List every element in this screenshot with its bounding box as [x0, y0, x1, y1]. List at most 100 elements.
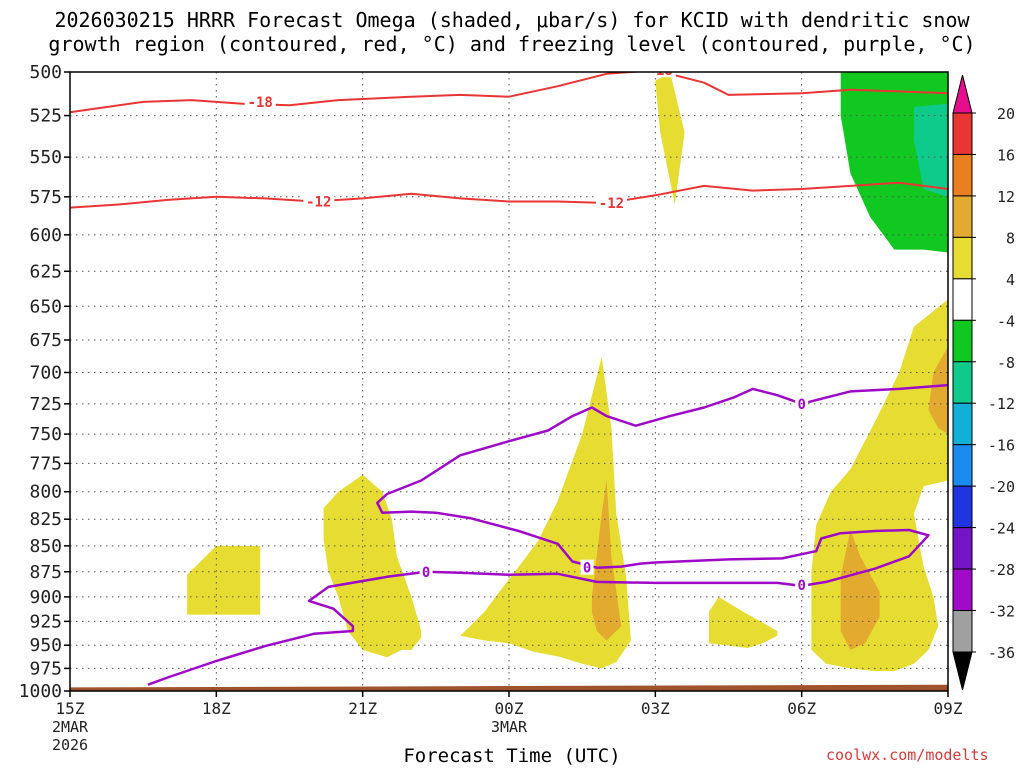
contour-label-bg: [419, 563, 433, 579]
y-tick-label: 500: [29, 62, 62, 83]
colorbar-swatch: [952, 195, 973, 238]
y-tick-label: 700: [29, 362, 62, 383]
colorbar-label: 8: [1006, 229, 1015, 247]
colorbar-label: -4: [997, 312, 1015, 330]
x-tick-label: 15Z: [56, 699, 85, 718]
colorbar-label: -20: [988, 478, 1015, 496]
omega-region: [591, 480, 622, 641]
x-tick-label: 03Z: [641, 699, 670, 718]
contour-label: -12: [599, 196, 624, 212]
freezing-level-contour: [147, 383, 948, 686]
contour-label: -18: [648, 63, 673, 79]
colorbar-swatch: [952, 485, 973, 529]
omega-shading-layer: [187, 72, 948, 672]
y-tick-label: 875: [29, 562, 62, 583]
y-tick-label: 900: [29, 587, 62, 608]
contour-label-bg: [303, 193, 335, 209]
colorbar: 20 16 12 8 4 -4 -8 -12 -16 -20 -24 -28 -32 -36: [952, 74, 1015, 691]
colorbar-swatch: [952, 568, 973, 612]
omega-region: [655, 72, 685, 205]
colorbar-label: 16: [997, 146, 1015, 164]
colorbar-label: 20: [997, 105, 1015, 123]
colorbar-swatch: [952, 361, 973, 404]
omega-region: [928, 346, 948, 435]
colorbar-label: -12: [988, 395, 1015, 413]
colorbar-label: -32: [988, 603, 1015, 621]
contour-label: 0: [797, 578, 805, 594]
contour-layer: -18 -18 -12 -12 0 0 0 0: [70, 63, 948, 686]
colorbar-swatch: [952, 112, 973, 155]
ground-layer: [70, 684, 948, 691]
dgz-contour: [70, 72, 948, 114]
y-tick-label: 525: [29, 106, 62, 127]
chart-title-line-2: growth region (contoured, red, °C) and f…: [48, 32, 976, 56]
colorbar-swatch: [952, 444, 973, 487]
y-tick-label: 950: [29, 635, 62, 656]
y-tick-label: 550: [29, 147, 62, 168]
ground-fill: [70, 684, 948, 691]
colorbar-label: -36: [988, 644, 1015, 662]
y-tick-label: 850: [29, 536, 62, 557]
colorbar-swatch: [952, 278, 973, 321]
x-tick-label: 09Z: [934, 699, 963, 718]
contour-label-bg: [795, 576, 809, 592]
y-tick-label: 575: [29, 187, 62, 208]
y-tick-label: 800: [29, 482, 62, 503]
omega-region: [913, 103, 948, 197]
x-tick-label: 00Z: [495, 699, 524, 718]
dgz-contour: [70, 181, 948, 209]
omega-region: [840, 530, 880, 650]
grid-layer: [70, 71, 948, 692]
colorbar-swatch: [952, 610, 973, 653]
colorbar-swatch: [952, 527, 973, 570]
x-tick-label: 21Z: [348, 699, 377, 718]
colorbar-label: -28: [988, 561, 1015, 579]
omega-region: [460, 357, 631, 669]
contour-label-bg: [644, 72, 676, 78]
contour-label: -12: [306, 194, 331, 210]
contour-label-bg: [595, 195, 627, 211]
y-tick-label: 1000: [19, 681, 62, 702]
contour-label-bg: [244, 93, 276, 109]
x-tick-sublabel: 2MAR: [52, 718, 89, 736]
y-tick-label: 675: [29, 330, 62, 351]
colorbar-bottom-tip: [952, 651, 973, 691]
colorbar-label: -8: [997, 354, 1015, 372]
x-tick-sublabel: 2026: [52, 736, 88, 754]
contour-label: 0: [583, 561, 591, 577]
contour-label-bg: [795, 395, 809, 411]
contour-label-bg: [580, 559, 594, 575]
y-tick-label: 625: [29, 261, 62, 282]
y-tick-label: 650: [29, 296, 62, 317]
omega-region: [187, 545, 261, 615]
colorbar-swatch: [952, 236, 973, 280]
credit-link[interactable]: coolwx.com/modelts: [826, 746, 989, 764]
chart-title-line-1: 2026030215 HRRR Forecast Omega (shaded, …: [54, 8, 970, 32]
y-tick-label: 825: [29, 509, 62, 530]
y-tick-label: 775: [29, 453, 62, 474]
x-tick-label: 18Z: [202, 699, 231, 718]
colorbar-label: -16: [988, 437, 1015, 455]
colorbar-label: 4: [1006, 271, 1015, 289]
colorbar-swatch: [952, 319, 973, 363]
x-tick-sublabel: 3MAR: [491, 718, 528, 736]
contour-label: 0: [797, 397, 805, 413]
omega-region: [323, 474, 422, 658]
axes-layer: 500 525 550 575 600 625 650 675 700 725 750 775 800 8…: [19, 62, 963, 754]
colorbar-label: -24: [988, 520, 1015, 538]
contour-label: -18: [248, 95, 273, 111]
y-tick-label: 725: [29, 394, 62, 415]
y-tick-label: 975: [29, 658, 62, 679]
contour-label: 0: [422, 565, 430, 581]
colorbar-label: 12: [997, 188, 1015, 206]
colorbar-swatch: [952, 153, 973, 197]
omega-region: [709, 596, 778, 648]
colorbar-top-tip: [952, 74, 973, 114]
x-tick-label: 06Z: [787, 699, 816, 718]
colorbar-swatch: [952, 402, 973, 446]
x-axis-label: Forecast Time (UTC): [403, 745, 621, 767]
y-tick-label: 925: [29, 611, 62, 632]
plot-frame: [69, 71, 949, 692]
y-tick-label: 750: [29, 424, 62, 445]
